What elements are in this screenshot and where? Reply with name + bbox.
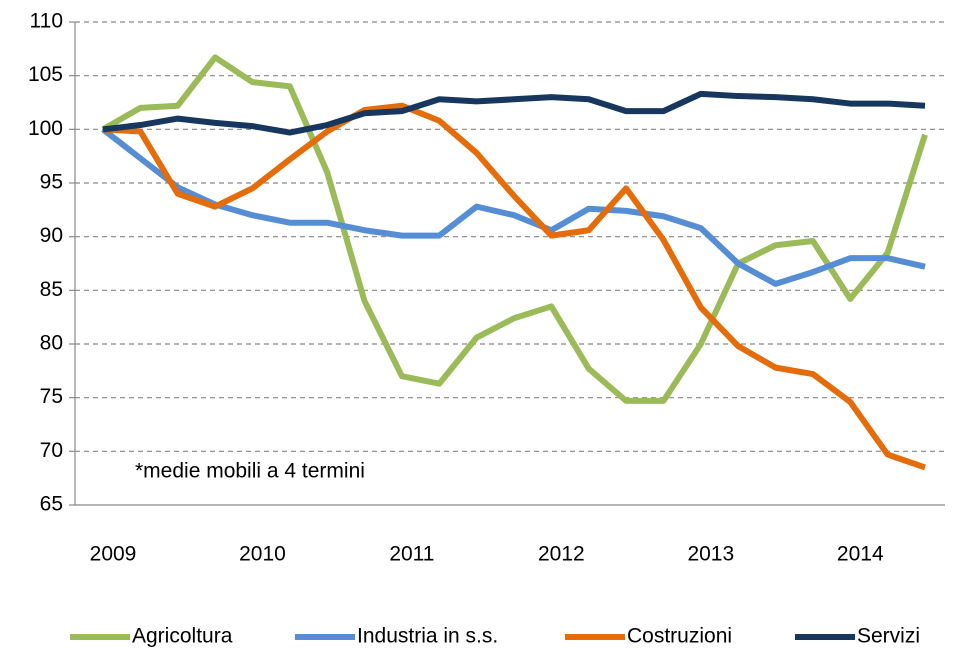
x-tick-label: 2010 — [239, 543, 286, 566]
y-tick-label: 65 — [40, 493, 63, 516]
y-tick-label: 85 — [40, 278, 63, 301]
legend-label: Costruzioni — [627, 625, 732, 648]
x-tick-label: 2012 — [538, 543, 585, 566]
series-line — [101, 54, 928, 404]
y-tick-label: 95 — [40, 171, 63, 194]
series-line — [102, 102, 926, 471]
x-tick-label: 2009 — [90, 543, 137, 566]
series-line — [102, 90, 926, 136]
x-tick-label: 2013 — [687, 543, 734, 566]
y-tick-label: 90 — [40, 224, 63, 247]
y-tick-label: 70 — [40, 439, 63, 462]
x-tick-label: 2011 — [389, 543, 434, 566]
y-tick-label: 80 — [40, 332, 63, 355]
legend-label: Servizi — [857, 625, 920, 648]
y-tick-label: 110 — [30, 10, 63, 33]
legend-label: Industria in s.s. — [357, 625, 498, 648]
y-tick-label: 105 — [28, 63, 63, 86]
y-tick-label: 100 — [28, 117, 63, 140]
legend-label: Agricoltura — [132, 625, 233, 648]
y-tick-label: 75 — [40, 385, 63, 408]
annotation: *medie mobili a 4 termini — [135, 460, 365, 483]
series-line — [101, 126, 926, 287]
x-tick-label: 2014 — [837, 543, 884, 566]
